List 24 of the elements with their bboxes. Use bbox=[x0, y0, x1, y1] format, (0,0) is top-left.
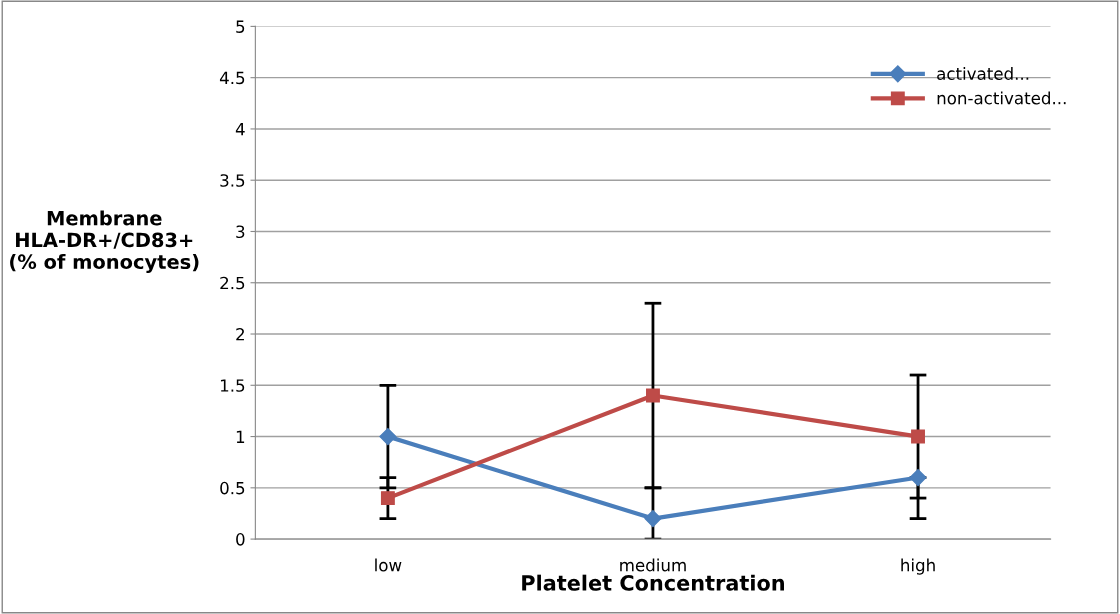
y-tick-label: 0.5 bbox=[220, 481, 245, 495]
point bbox=[646, 388, 660, 403]
y-tick-label: 2 bbox=[236, 327, 244, 341]
y-axis-title: Membrane HLA-DR+/CD83+ (% of monocytes) bbox=[10, 210, 199, 273]
x-axis-title: Platelet Concentration bbox=[522, 574, 784, 591]
point bbox=[911, 429, 925, 444]
x-tick-label: medium bbox=[620, 558, 686, 572]
y-tick-label: 4 bbox=[235, 123, 245, 136]
y-tick-label: 1 bbox=[236, 430, 245, 443]
point bbox=[909, 469, 927, 487]
point bbox=[380, 491, 395, 506]
x-tick-label: high bbox=[901, 558, 935, 575]
y-tick-label: 2.5 bbox=[220, 276, 245, 290]
point bbox=[644, 510, 662, 528]
y-tick-label: 3 bbox=[236, 225, 245, 239]
y-tick-label: 4.5 bbox=[219, 71, 245, 85]
y-tick-label: 5 bbox=[236, 20, 245, 33]
point bbox=[379, 428, 397, 446]
y-tick-label: 0 bbox=[236, 533, 245, 546]
y-tick-label: 1.5 bbox=[220, 379, 245, 392]
x-tick-label: low bbox=[375, 558, 402, 572]
y-tick-label: 3.5 bbox=[220, 174, 245, 187]
legend-label: activated... bbox=[937, 67, 1029, 80]
legend-label: non-activated... bbox=[937, 91, 1066, 105]
